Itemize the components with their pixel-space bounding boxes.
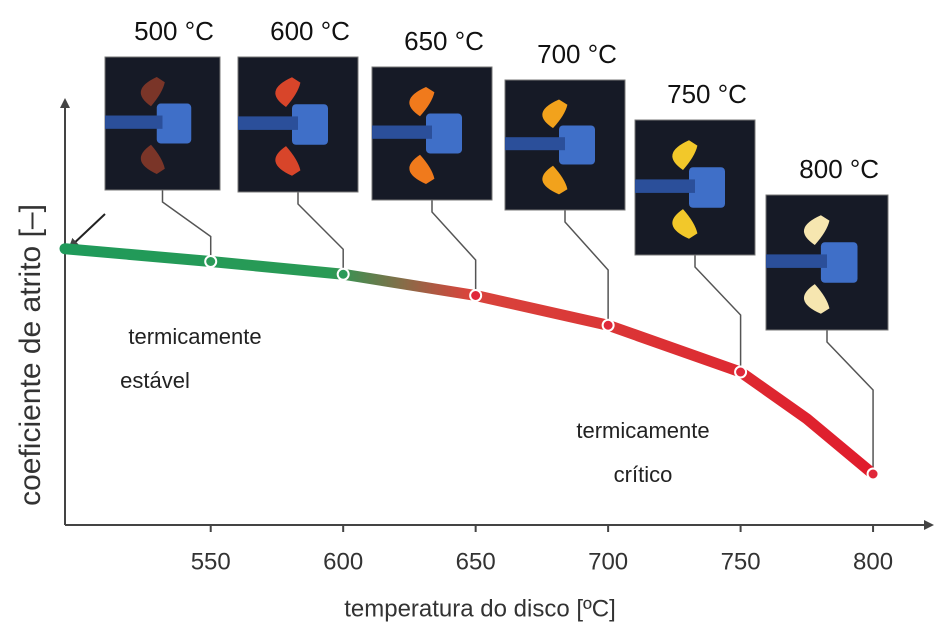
- point-marker: [205, 256, 216, 267]
- connector: [432, 200, 476, 296]
- disc-photo: [635, 120, 755, 255]
- y-axis-label: coeficiente de atrito [–]: [14, 204, 47, 506]
- connector: [298, 192, 343, 274]
- photo-label: 600 °C: [270, 16, 350, 46]
- photo-label: 750 °C: [667, 79, 747, 109]
- point-marker: [868, 469, 879, 480]
- shaft: [505, 137, 565, 150]
- pointer-arrow: [70, 214, 105, 247]
- shaft: [372, 126, 432, 139]
- disc-photo: [238, 57, 358, 192]
- disc-photo: [505, 80, 625, 210]
- x-tick-label: 600: [323, 548, 363, 575]
- photo-label: 500 °C: [134, 16, 214, 46]
- annotation: estável: [120, 368, 190, 393]
- point-marker: [603, 320, 614, 331]
- shaft: [105, 116, 163, 129]
- photo-label: 700 °C: [537, 39, 617, 69]
- disc-photo: [372, 67, 492, 200]
- point-marker: [338, 269, 349, 280]
- x-tick-label: 800: [853, 548, 893, 575]
- x-axis-label: temperatura do disco [ºC]: [344, 595, 616, 622]
- shaft: [238, 116, 298, 129]
- disc-photo: [105, 57, 220, 190]
- photo-label: 800 °C: [799, 154, 879, 184]
- annotation: termicamente: [576, 418, 709, 443]
- annotation: crítico: [614, 462, 673, 487]
- photo-label: 650 °C: [404, 26, 484, 56]
- point-marker: [735, 367, 746, 378]
- chart: temperatura do disco [ºC] coeficiente de…: [0, 0, 939, 628]
- connector: [163, 190, 211, 262]
- disc-photo: [766, 195, 888, 330]
- friction-curve: [65, 249, 873, 474]
- shaft: [635, 179, 695, 193]
- point-marker: [470, 290, 481, 301]
- connector: [565, 210, 608, 325]
- shaft: [766, 254, 827, 268]
- annotation: termicamente: [128, 324, 261, 349]
- x-tick-label: 700: [588, 548, 628, 575]
- x-tick-label: 550: [191, 548, 231, 575]
- x-tick-label: 750: [721, 548, 761, 575]
- x-tick-label: 650: [456, 548, 496, 575]
